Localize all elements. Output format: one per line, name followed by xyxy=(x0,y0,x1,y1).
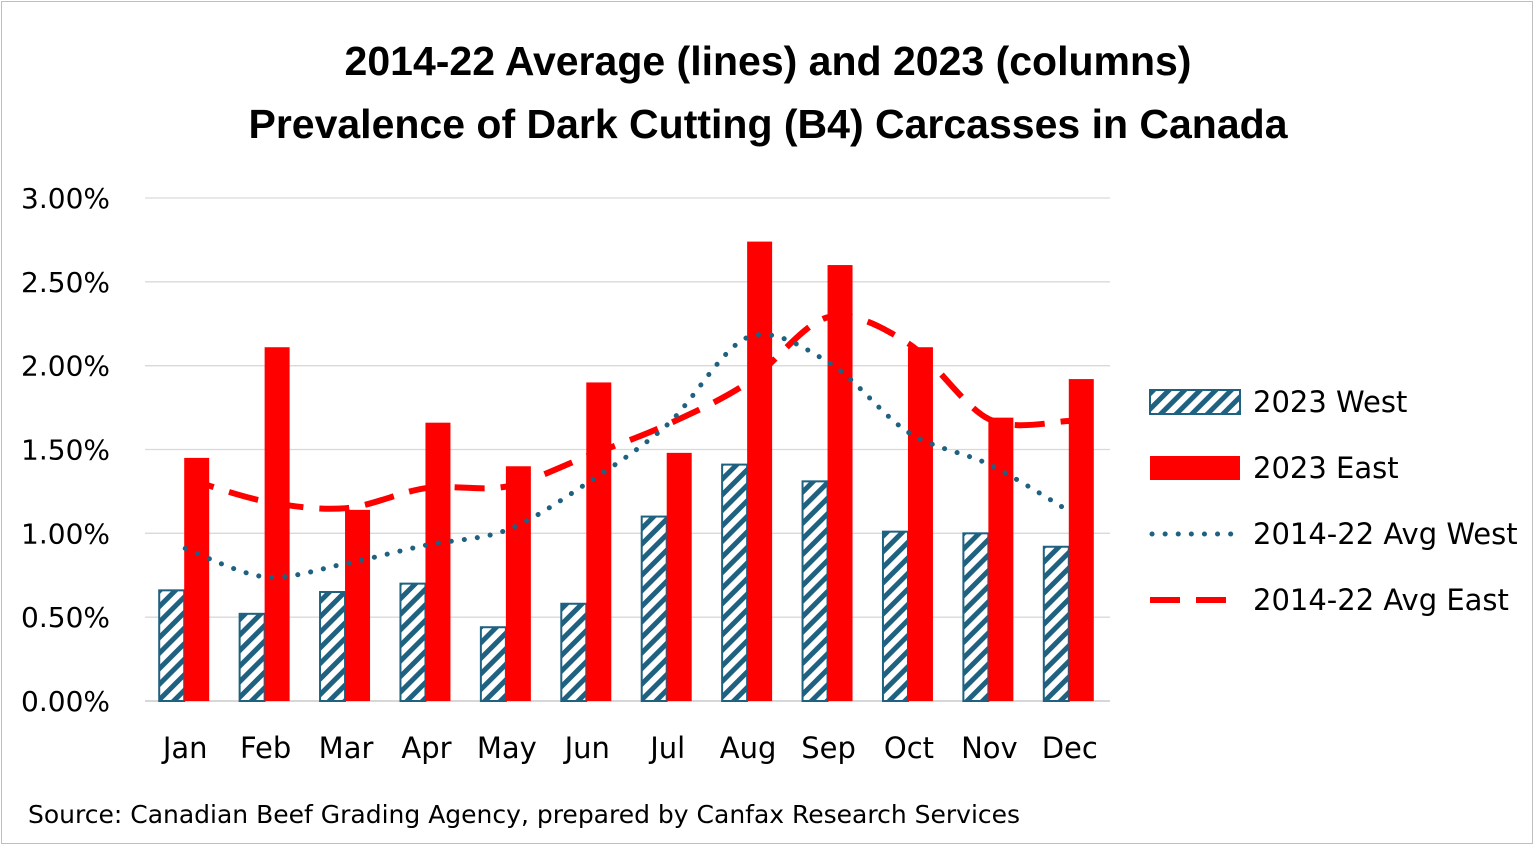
bar-2023-west xyxy=(319,591,347,702)
chart-title-line-2: Prevalence of Dark Cutting (B4) Carcasse… xyxy=(248,101,1288,147)
bar-2023-east xyxy=(505,466,531,701)
source-note: Source: Canadian Beef Grading Agency, pr… xyxy=(28,800,1021,829)
x-tick-label: Jun xyxy=(563,731,610,765)
legend-label: 2023 East xyxy=(1253,451,1399,485)
x-tick-label: Oct xyxy=(884,731,934,765)
bar-2023-west xyxy=(158,589,186,703)
bar-2023-east xyxy=(345,509,371,701)
x-tick-label: Jul xyxy=(648,731,685,765)
x-tick-label: Apr xyxy=(401,731,451,765)
x-tick-label: May xyxy=(477,731,537,765)
bar-2023-west xyxy=(721,463,749,702)
y-tick-label: 1.00% xyxy=(21,517,110,550)
bar-2023-east xyxy=(988,417,1014,701)
bar-2023-east xyxy=(747,241,773,702)
bar-2023-west xyxy=(560,602,588,703)
bar-2023-west xyxy=(479,626,507,703)
bar-2023-east xyxy=(907,347,933,701)
y-tick-label: 2.50% xyxy=(21,266,110,299)
bar-2023-west xyxy=(881,530,909,703)
x-tick-label: Nov xyxy=(961,731,1018,765)
bar-2023-west xyxy=(1042,545,1070,702)
x-tick-label: Dec xyxy=(1042,731,1098,765)
x-tick-label: Aug xyxy=(720,731,777,765)
chart-title-line-1: 2014-22 Average (lines) and 2023 (column… xyxy=(344,38,1192,84)
x-tick-label: Mar xyxy=(319,731,374,765)
line-2014-22-avg-west xyxy=(182,332,1073,580)
bar-2023-east xyxy=(1068,379,1094,701)
x-tick-label: Jan xyxy=(161,731,208,765)
legend-swatch xyxy=(1150,456,1240,480)
x-tick-label: Sep xyxy=(801,731,856,765)
y-tick-label: 2.00% xyxy=(21,350,110,383)
y-tick-label: 3.00% xyxy=(21,182,110,215)
bar-2023-west xyxy=(399,582,427,703)
legend-label: 2023 West xyxy=(1253,385,1407,419)
bar-2023-west xyxy=(801,480,829,702)
bar-2023-east xyxy=(586,382,612,701)
legend-label: 2014-22 Avg West xyxy=(1253,517,1518,551)
x-tick-label: Feb xyxy=(240,731,291,765)
bar-2023-east xyxy=(184,457,210,701)
line-2014-22-avg-east xyxy=(184,312,1070,512)
bar-2023-east xyxy=(666,452,692,701)
y-tick-label: 0.00% xyxy=(21,685,110,718)
bar-2023-west xyxy=(640,515,668,702)
legend-swatch xyxy=(1149,389,1241,415)
bar-2023-west xyxy=(238,612,266,703)
y-tick-label: 0.50% xyxy=(21,601,110,634)
legend-label: 2014-22 Avg East xyxy=(1253,583,1509,617)
y-tick-label: 1.50% xyxy=(21,434,110,467)
bar-2023-east xyxy=(264,347,290,701)
bar-2023-east xyxy=(425,422,451,701)
bar-2023-west xyxy=(962,532,990,702)
bar-2023-east xyxy=(827,265,853,701)
